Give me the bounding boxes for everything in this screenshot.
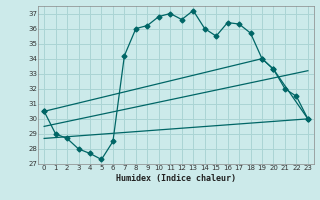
X-axis label: Humidex (Indice chaleur): Humidex (Indice chaleur): [116, 174, 236, 183]
